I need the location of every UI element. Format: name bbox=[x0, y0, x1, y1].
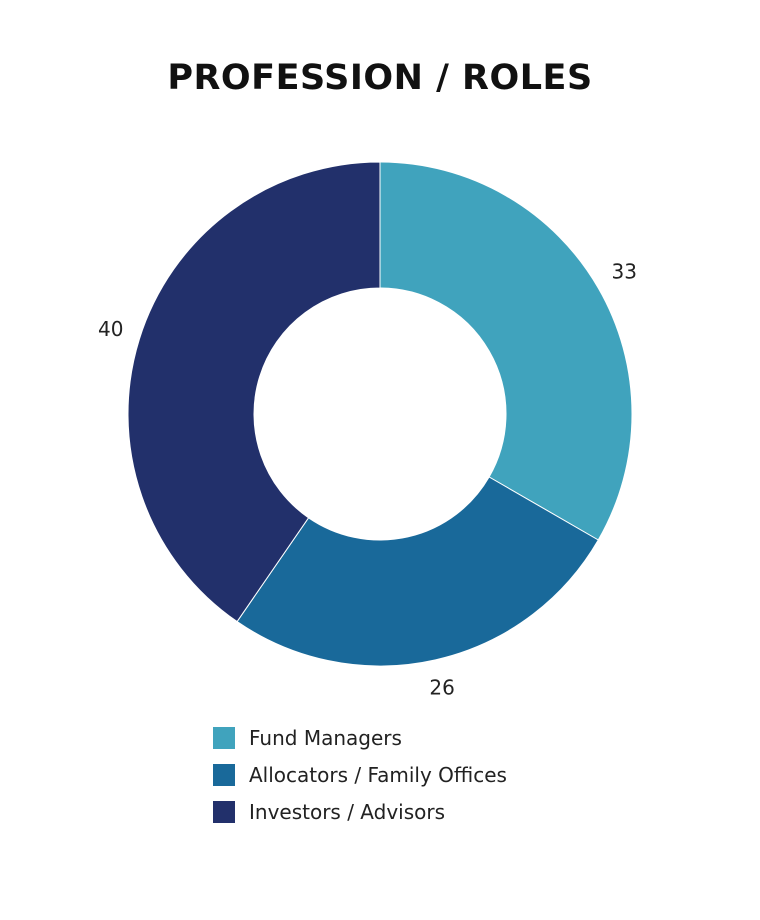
legend-swatch bbox=[213, 726, 235, 749]
legend-item-1: Fund Managers bbox=[213, 719, 507, 756]
legend-swatch bbox=[213, 763, 235, 786]
legend-swatch bbox=[213, 800, 235, 823]
donut-slice-2 bbox=[236, 476, 599, 667]
donut-slice-1 bbox=[379, 161, 633, 541]
donut-slice-3 bbox=[127, 161, 381, 623]
legend-label: Investors / Advisors bbox=[249, 799, 446, 824]
legend-item-3: Investors / Advisors bbox=[213, 793, 507, 830]
chart-legend: Fund Managers Allocators / Family Offices… bbox=[213, 719, 507, 830]
donut-chart: 33 26 40 bbox=[98, 161, 637, 700]
data-label-3: 40 bbox=[98, 317, 123, 341]
data-label-1: 33 bbox=[611, 260, 636, 284]
data-label-2: 26 bbox=[429, 676, 454, 700]
legend-label: Allocators / Family Offices bbox=[249, 762, 507, 787]
legend-label: Fund Managers bbox=[249, 725, 402, 750]
chart-title: PROFESSION / ROLES bbox=[167, 58, 593, 98]
legend-item-2: Allocators / Family Offices bbox=[213, 756, 507, 793]
